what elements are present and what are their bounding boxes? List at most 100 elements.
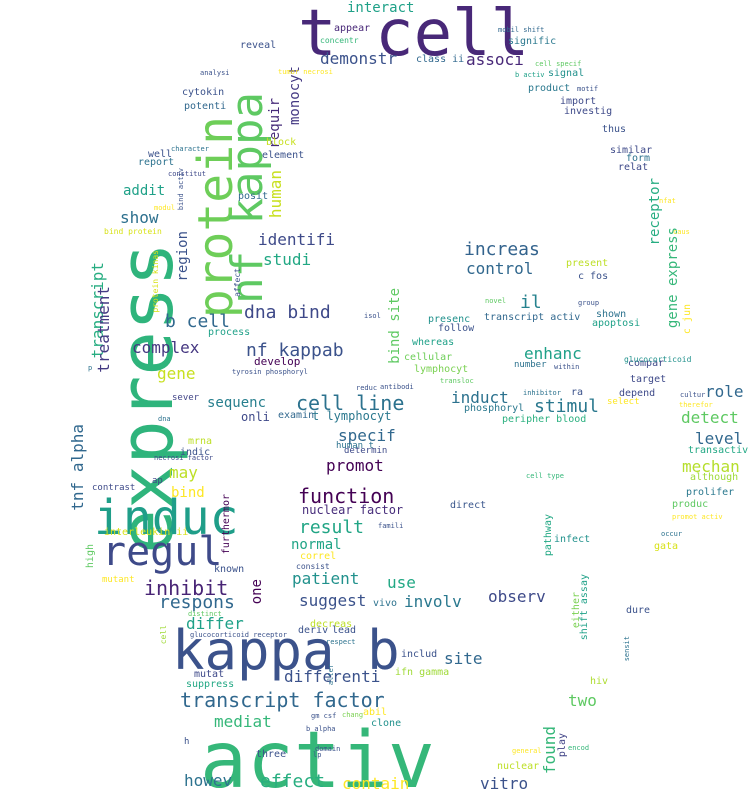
word: result [299, 517, 365, 538]
word: function [298, 484, 395, 508]
word: prolifer [686, 487, 735, 498]
word: enhanc [524, 344, 582, 363]
word: mutant [102, 575, 135, 585]
word: compar [628, 358, 665, 369]
word: dna bind [244, 302, 331, 323]
word: sensit [623, 636, 631, 662]
word: human [266, 170, 285, 219]
word: t cell [298, 0, 530, 71]
word: decreas [310, 619, 353, 630]
word: abil [363, 707, 388, 718]
word: nfat [659, 197, 676, 205]
word: signific [508, 36, 557, 47]
word: t lymphocyt [312, 409, 392, 423]
word: mobil shift [498, 26, 545, 34]
word: control [466, 259, 534, 278]
word: role [705, 382, 744, 401]
word: bind activ [177, 168, 185, 211]
word: lp [313, 751, 322, 759]
word: investig [564, 106, 613, 117]
word: gene [157, 364, 196, 383]
word: presenc [428, 314, 471, 325]
word: transcript factor [180, 688, 385, 712]
word: cell line [296, 391, 405, 415]
word: isol [364, 312, 381, 320]
word: hiv [590, 676, 609, 687]
word: report [138, 157, 175, 168]
word: antibodi [380, 383, 414, 391]
word: ra [571, 387, 584, 398]
word: caus [673, 228, 690, 236]
word: two [568, 691, 597, 710]
word: cytokin [182, 87, 225, 98]
word: cellular [404, 352, 453, 363]
word: infect [554, 534, 591, 545]
word: vitro [480, 774, 529, 793]
word: lymphocyt [414, 364, 469, 375]
word: induct [451, 388, 509, 407]
word: although [690, 472, 739, 483]
word: patient [292, 569, 360, 588]
word: howev [184, 771, 233, 790]
word: mrna [188, 436, 213, 447]
word: relat [618, 162, 649, 173]
word: cultur [680, 391, 706, 399]
word: b cell [165, 311, 231, 332]
word: suggest [299, 591, 367, 610]
word: target [630, 374, 667, 385]
word: consist [296, 562, 330, 571]
word: contain [342, 774, 410, 793]
word: detect [681, 408, 739, 427]
word: character [171, 145, 209, 153]
word: sequenc [207, 395, 267, 411]
word: level [695, 429, 744, 448]
word: glucocorticoid [624, 355, 692, 364]
word: stimul [534, 396, 600, 417]
word: tumor necrosi [278, 68, 333, 76]
word: suppress [186, 679, 235, 690]
word: thus [602, 124, 627, 135]
word: group [578, 299, 600, 307]
word: differenti [284, 667, 381, 686]
word: transloc [440, 377, 474, 385]
word: b activ [515, 71, 545, 79]
word: contrast [92, 483, 136, 493]
word: dure [626, 605, 651, 616]
word: effect [260, 771, 326, 792]
word: analysi [200, 69, 230, 77]
word: occur [661, 530, 683, 538]
word: lead [332, 625, 357, 636]
word: protein kinas [151, 250, 160, 313]
word: well [148, 149, 173, 160]
word: bind protein [104, 227, 162, 236]
word: tyrosin phosphoryl [232, 368, 308, 376]
word: novel [485, 297, 507, 305]
word: correl [300, 551, 337, 562]
word: encod [568, 744, 590, 752]
word: cell specif [535, 60, 582, 68]
word: ifn gamma [395, 667, 450, 678]
word: kappa b [172, 619, 400, 682]
word: known [214, 564, 245, 575]
word: play [557, 733, 568, 758]
word: reduc [356, 384, 378, 392]
word: present [566, 258, 609, 269]
word: associ [466, 50, 524, 69]
word: found [540, 726, 559, 775]
word: high [85, 544, 96, 569]
word: c jun [682, 304, 693, 335]
word: process [208, 327, 251, 338]
word: show [120, 208, 159, 227]
word: gm csf [311, 712, 337, 720]
word: includ [401, 649, 438, 660]
word: p [88, 364, 93, 372]
word: mediat [214, 712, 272, 731]
word: phosphoryl [464, 403, 525, 414]
word: h [184, 737, 190, 747]
word: transactiv [688, 445, 749, 456]
word: human t [336, 441, 374, 451]
word: c fos [578, 271, 609, 282]
word: transcript activ [484, 312, 581, 323]
word: normal [291, 537, 342, 553]
